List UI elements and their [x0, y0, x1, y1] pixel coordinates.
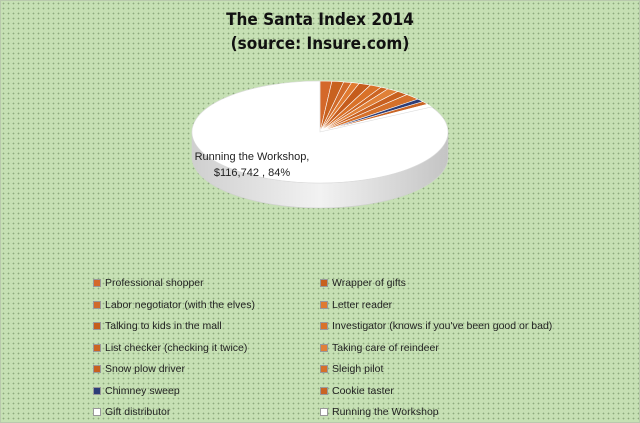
legend-item-wrapper-of-gifts: Wrapper of gifts	[320, 276, 406, 290]
legend-item-list-checker-checking-it-twice: List checker (checking it twice)	[93, 341, 247, 355]
legend-label: Wrapper of gifts	[332, 277, 406, 289]
legend-label: Cookie taster	[332, 384, 394, 397]
legend-swatch	[320, 408, 328, 416]
legend-swatch	[320, 343, 328, 352]
legend-swatch	[93, 386, 101, 395]
legend-swatch	[93, 408, 101, 416]
legend-label: Gift distributor	[105, 406, 171, 418]
pie-slice-running-the-workshop	[191, 80, 449, 184]
legend-label: Sleigh pilot	[332, 363, 384, 375]
legend-item-letter-reader: Letter reader	[320, 298, 392, 312]
legend-item-running-the-workshop: Running the Workshop	[320, 405, 439, 419]
legend-label: Running the Workshop	[332, 406, 439, 418]
legend-swatch	[320, 322, 328, 330]
legend-swatch	[93, 343, 101, 352]
chart-subtitle: (source: Insure.com)	[230, 34, 410, 54]
legend-swatch	[93, 365, 101, 373]
legend-item-labor-negotiator-with-the-elves: Labor negotiator (with the elves)	[93, 298, 255, 312]
legend-swatch	[320, 279, 328, 287]
legend-item-taking-care-of-reindeer: Taking care of reindeer	[320, 341, 439, 355]
legend-item-talking-to-kids-in-the-mall: Talking to kids in the mall	[93, 319, 222, 333]
legend-label: Chimney sweep	[105, 384, 180, 397]
legend-item-chimney-sweep: Chimney sweep	[93, 384, 180, 398]
legend-item-investigator-knows-if-you-ve-been-good-or-bad: Investigator (knows if you've been good …	[320, 319, 552, 333]
legend-swatch	[93, 300, 101, 309]
legend-label: Labor negotiator (with the elves)	[105, 298, 255, 311]
legend-label: Taking care of reindeer	[332, 341, 439, 354]
legend-item-sleigh-pilot: Sleigh pilot	[320, 362, 383, 376]
chart-title: The Santa Index 2014	[226, 10, 414, 30]
data-label-running-the-workshop: Running the Workshop,	[195, 151, 310, 163]
legend-label: Talking to kids in the mall	[105, 320, 222, 332]
legend-item-professional-shopper: Professional shopper	[93, 276, 204, 290]
legend-label: Professional shopper	[105, 277, 204, 289]
legend-item-cookie-taster: Cookie taster	[320, 384, 394, 398]
legend-label: Investigator (knows if you've been good …	[332, 320, 553, 332]
data-label-running-the-workshop: $116,742 , 84%	[214, 167, 290, 179]
legend-swatch	[320, 386, 328, 395]
legend-item-gift-distributor: Gift distributor	[93, 405, 170, 419]
legend-swatch	[320, 365, 328, 373]
legend-label: Letter reader	[332, 298, 393, 311]
legend-swatch	[93, 279, 101, 287]
legend-item-snow-plow-driver: Snow plow driver	[93, 362, 185, 376]
legend-swatch	[93, 322, 101, 330]
legend-label: Snow plow driver	[105, 363, 185, 375]
legend-swatch	[320, 300, 328, 309]
legend-label: List checker (checking it twice)	[105, 341, 248, 354]
